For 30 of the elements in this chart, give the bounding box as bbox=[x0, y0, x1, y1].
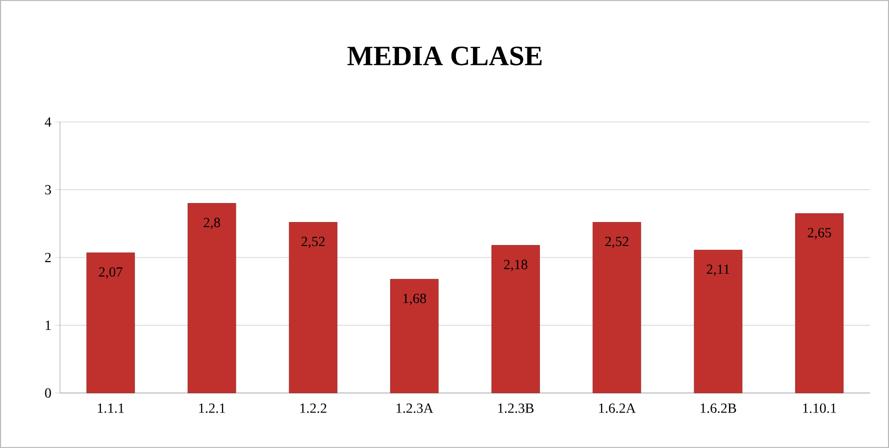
y-tick-label: 2 bbox=[45, 252, 51, 262]
y-tick-label: 3 bbox=[45, 185, 51, 194]
chart-title: MEDIA CLASE bbox=[347, 46, 542, 66]
data-label: 2,65 bbox=[808, 228, 832, 240]
data-label: 2,18 bbox=[504, 260, 528, 272]
x-tick-label: 1.2.3A bbox=[396, 404, 434, 413]
x-tick-label: 1.10.1 bbox=[803, 404, 836, 413]
bar bbox=[694, 250, 742, 394]
x-tick-label: 1.6.2A bbox=[599, 404, 636, 413]
x-tick-label: 1.2.3B bbox=[498, 404, 534, 413]
y-tick-label: 1 bbox=[46, 320, 51, 330]
bar bbox=[188, 203, 236, 394]
bar bbox=[491, 245, 540, 394]
x-tick-label: 1.1.1 bbox=[98, 403, 124, 413]
x-tick-label: 1.2.1 bbox=[199, 404, 225, 413]
data-label: 2,07 bbox=[99, 267, 122, 279]
data-label: 2,11 bbox=[706, 264, 730, 276]
bar bbox=[592, 222, 642, 394]
data-label: 2,8 bbox=[204, 218, 220, 230]
data-label: 1,68 bbox=[403, 294, 426, 306]
y-tick-label: 0 bbox=[45, 388, 51, 398]
x-tick-label: 1.6.2B bbox=[700, 404, 736, 413]
bar bbox=[86, 252, 135, 394]
bar bbox=[795, 213, 844, 394]
data-label: 2,52 bbox=[605, 236, 628, 248]
data-label: 2,52 bbox=[302, 236, 325, 248]
bar bbox=[390, 278, 439, 394]
bar bbox=[288, 222, 338, 394]
x-tick-label: 1.2.2 bbox=[300, 404, 326, 413]
y-tick-label: 4 bbox=[44, 117, 52, 127]
